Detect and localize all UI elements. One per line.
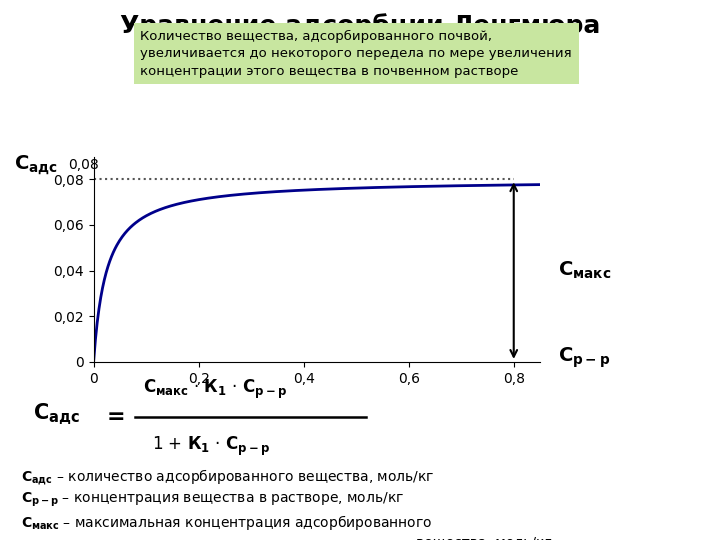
- Text: $\mathbf{С}_{\mathbf{р-р}}$: $\mathbf{С}_{\mathbf{р-р}}$: [558, 346, 610, 370]
- Text: Уравнение адсорбции Ленгмюра: Уравнение адсорбции Ленгмюра: [120, 14, 600, 38]
- Text: $\mathbf{С}_{\mathbf{макс}}$ – максимальная концентрация адсорбированного: $\mathbf{С}_{\mathbf{макс}}$ – максималь…: [22, 514, 433, 532]
- Text: $\mathbf{С}_{\mathbf{адс}}$ – количество адсорбированного вещества, моль/кг: $\mathbf{С}_{\mathbf{адс}}$ – количество…: [22, 468, 435, 487]
- Text: $\mathbf{С}_{\mathbf{макс}}$ · $\mathbf{К_1}$ · $\mathbf{С}_{\mathbf{р-р}}$: $\mathbf{С}_{\mathbf{макс}}$ · $\mathbf{…: [143, 377, 287, 401]
- Text: $\mathbf{С}_{\mathbf{макс}}$: $\mathbf{С}_{\mathbf{макс}}$: [558, 259, 611, 281]
- Text: вещества, моль/кг: вещества, моль/кг: [416, 536, 552, 540]
- Text: Количество вещества, адсорбированного почвой,
увеличивается до некоторого переде: Количество вещества, адсорбированного по…: [140, 30, 572, 78]
- Text: 1 + $\mathbf{К_1}$ · $\mathbf{С}_{\mathbf{р-р}}$: 1 + $\mathbf{К_1}$ · $\mathbf{С}_{\mathb…: [152, 435, 270, 457]
- Text: =: =: [107, 407, 125, 427]
- Text: 0,08: 0,08: [68, 158, 99, 172]
- Text: $\mathbf{С}_{\mathbf{адс}}$: $\mathbf{С}_{\mathbf{адс}}$: [14, 153, 58, 177]
- Text: $\mathbf{С}_{\mathbf{р-р}}$ – концентрация вещества в растворе, моль/кг: $\mathbf{С}_{\mathbf{р-р}}$ – концентрац…: [22, 491, 405, 509]
- Text: $\mathbf{С}_{\mathbf{адс}}$: $\mathbf{С}_{\mathbf{адс}}$: [33, 402, 80, 426]
